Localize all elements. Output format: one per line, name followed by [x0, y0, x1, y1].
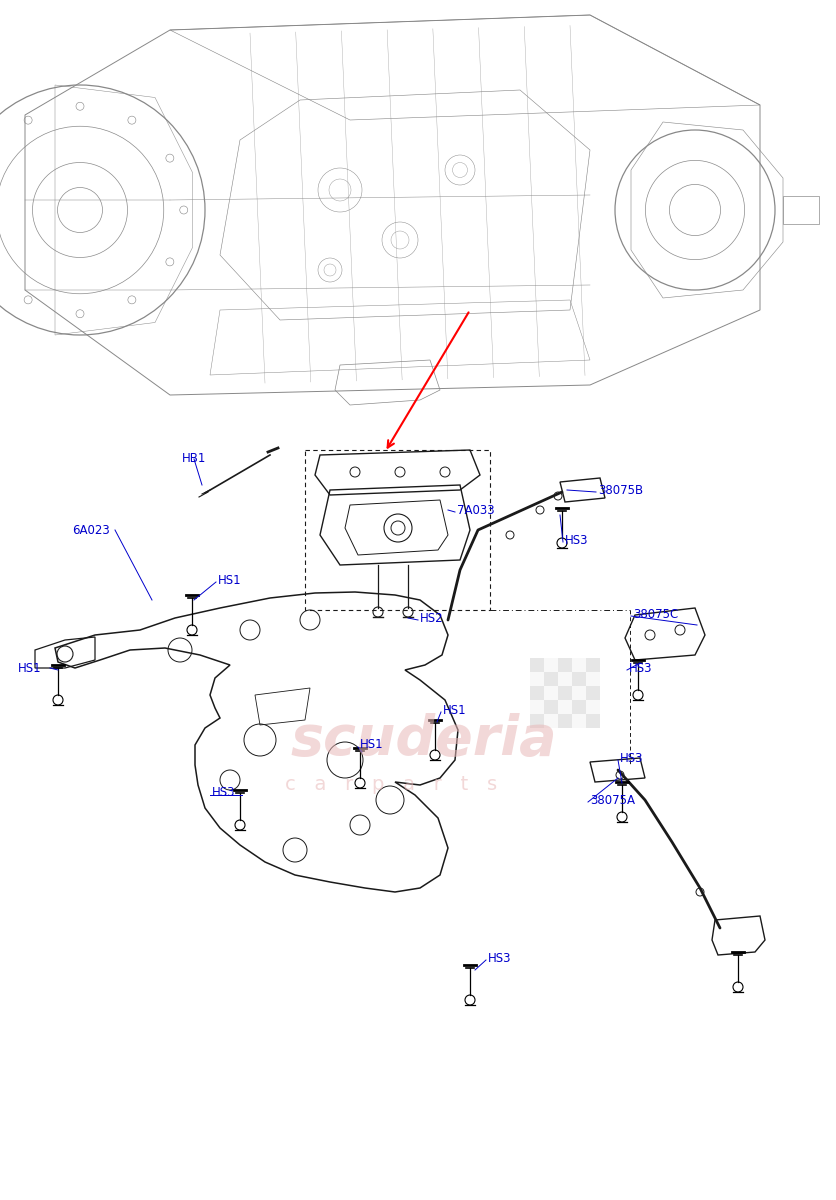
- Bar: [586, 672, 600, 686]
- Bar: [530, 700, 544, 714]
- Text: HS1: HS1: [443, 703, 466, 716]
- Bar: [530, 714, 544, 728]
- Bar: [530, 658, 544, 672]
- Text: HS1: HS1: [360, 738, 384, 751]
- Bar: [558, 686, 572, 700]
- Text: HS3: HS3: [620, 751, 644, 764]
- Bar: [544, 686, 558, 700]
- Bar: [586, 658, 600, 672]
- Bar: [558, 672, 572, 686]
- Bar: [558, 700, 572, 714]
- Bar: [530, 686, 544, 700]
- Text: HB1: HB1: [182, 451, 206, 464]
- Bar: [572, 672, 586, 686]
- Text: scuderia: scuderia: [290, 713, 557, 767]
- Bar: [544, 672, 558, 686]
- Bar: [530, 672, 544, 686]
- Bar: [558, 658, 572, 672]
- Bar: [572, 686, 586, 700]
- Text: c   a   r   p   a   r   t   s: c a r p a r t s: [285, 775, 497, 794]
- Bar: [572, 700, 586, 714]
- Text: HS3: HS3: [565, 534, 589, 546]
- Bar: [544, 714, 558, 728]
- Text: HS3: HS3: [212, 786, 236, 799]
- Bar: [558, 714, 572, 728]
- Bar: [544, 700, 558, 714]
- Text: HS3: HS3: [488, 952, 512, 965]
- Bar: [572, 658, 586, 672]
- Bar: [544, 658, 558, 672]
- Text: 38075C: 38075C: [633, 607, 678, 620]
- Bar: [586, 714, 600, 728]
- Text: 38075A: 38075A: [590, 793, 635, 806]
- Bar: [586, 700, 600, 714]
- Text: 38075B: 38075B: [598, 484, 643, 497]
- Bar: [586, 686, 600, 700]
- Text: HS2: HS2: [420, 612, 444, 624]
- Text: 7A033: 7A033: [457, 504, 495, 516]
- Text: HS1: HS1: [218, 574, 242, 587]
- Text: 6A023: 6A023: [72, 523, 110, 536]
- Text: HS1: HS1: [18, 661, 42, 674]
- Text: HS3: HS3: [629, 661, 653, 674]
- Bar: [572, 714, 586, 728]
